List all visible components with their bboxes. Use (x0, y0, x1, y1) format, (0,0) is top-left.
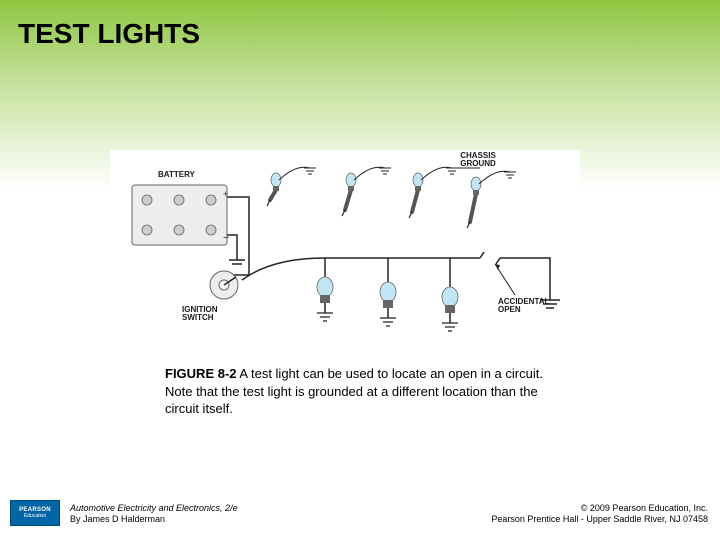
slide-title: TEST LIGHTS (18, 18, 200, 50)
footer-copyright: © 2009 Pearson Education, Inc. (491, 503, 708, 515)
footer-author: By James D Halderman (70, 514, 238, 526)
label-battery: BATTERY (158, 170, 195, 179)
label-chassis-ground: CHASSIS GROUND (448, 152, 508, 168)
footer-right: © 2009 Pearson Education, Inc. Pearson P… (491, 503, 708, 526)
footer-book-title: Automotive Electricity and Electronics, … (70, 503, 238, 515)
figure-panel: + − BATTERY CHASSIS GROUND IGNITION SWIT… (110, 150, 580, 350)
footer-left: Automotive Electricity and Electronics, … (70, 503, 238, 526)
circuit-diagram: + − BATTERY CHASSIS GROUND IGNITION SWIT… (110, 150, 580, 350)
label-accidental-open: ACCIDENTAL OPEN (498, 298, 564, 314)
label-ignition-switch: IGNITION SWITCH (182, 306, 232, 322)
footer: PEARSON Education Automotive Electricity… (0, 490, 720, 540)
logo-subtext: Education (24, 513, 46, 519)
pearson-logo: PEARSON Education (10, 500, 60, 526)
caption-figure-number: FIGURE 8-2 (165, 366, 237, 381)
diagram-svg: + − (110, 150, 580, 350)
footer-address: Pearson Prentice Hall - Upper Saddle Riv… (491, 514, 708, 526)
figure-caption: FIGURE 8-2 A test light can be used to l… (165, 365, 545, 418)
svg-text:−: − (223, 232, 229, 244)
